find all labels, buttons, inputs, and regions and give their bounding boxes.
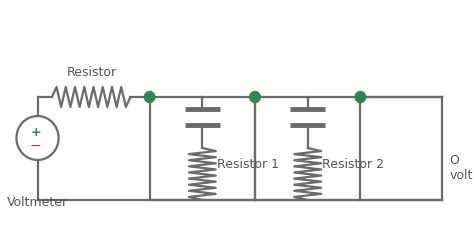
Text: −: − xyxy=(30,139,41,153)
Circle shape xyxy=(250,91,260,103)
Text: Resistor 2: Resistor 2 xyxy=(322,158,384,171)
Text: Voltmeter: Voltmeter xyxy=(7,196,68,209)
Text: +: + xyxy=(30,126,41,140)
Text: O
volt: O volt xyxy=(449,154,473,182)
Text: Resistor 1: Resistor 1 xyxy=(217,158,279,171)
Circle shape xyxy=(145,91,155,103)
Text: Resistor: Resistor xyxy=(67,66,117,79)
Circle shape xyxy=(355,91,365,103)
